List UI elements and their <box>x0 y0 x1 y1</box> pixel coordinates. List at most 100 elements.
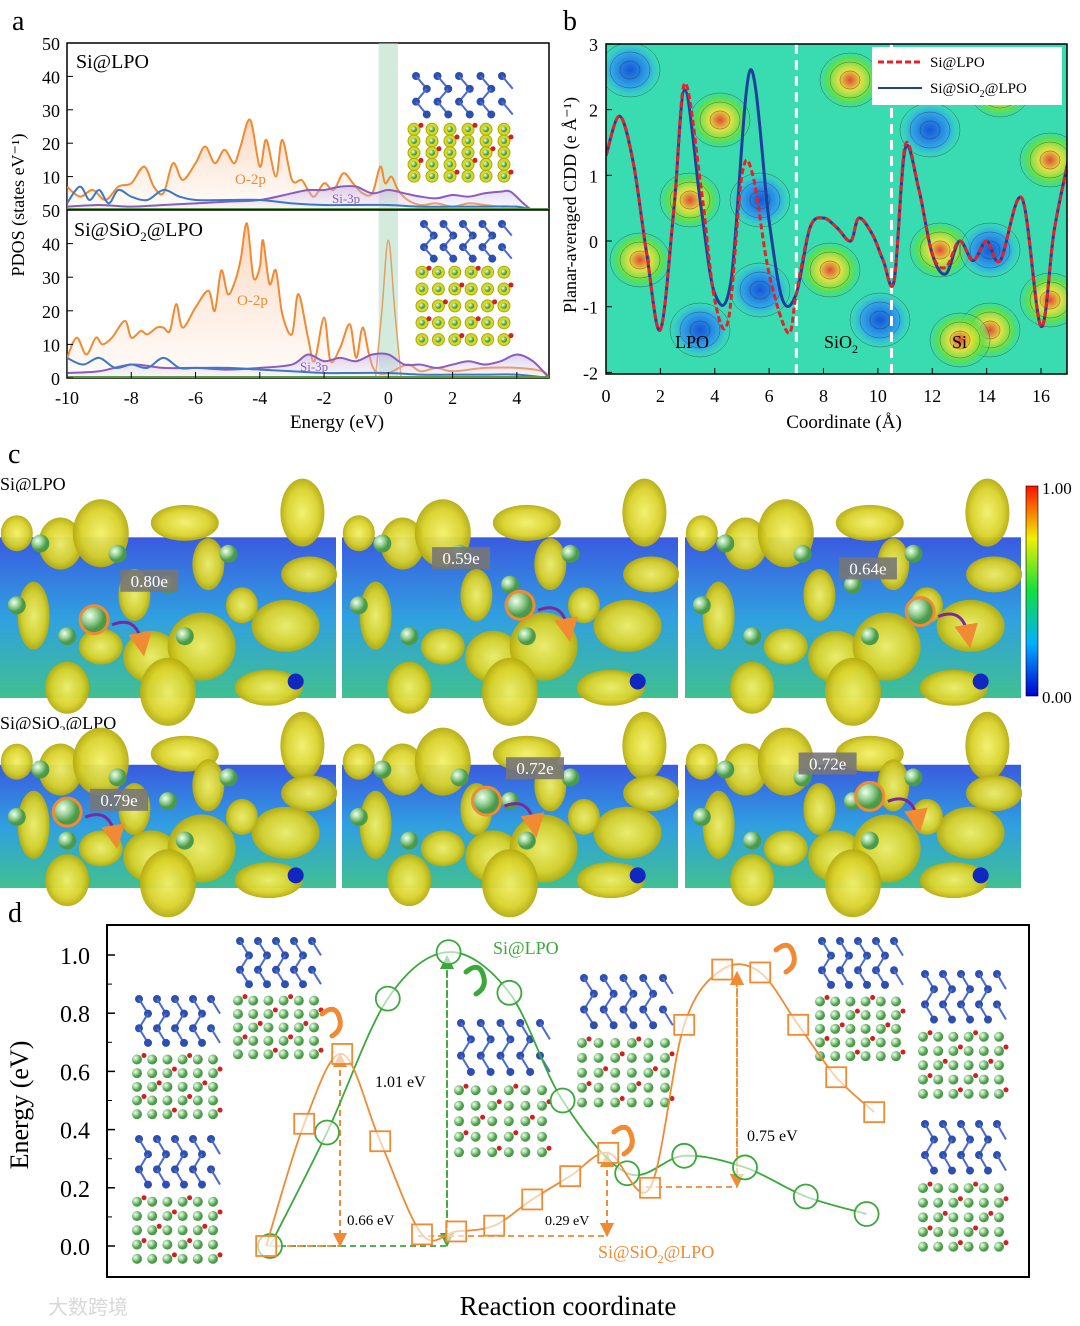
atom-red <box>619 1051 625 1057</box>
atom-red <box>288 994 294 1000</box>
atom-blue <box>589 1021 598 1030</box>
atom-red <box>418 157 424 163</box>
charge-accumulation <box>1018 270 1067 330</box>
atom-li <box>31 760 50 779</box>
x-tick-label: 16 <box>1032 386 1050 406</box>
atom-core <box>451 286 458 293</box>
panel-b-xlabel: Coordinate (Å) <box>786 412 902 433</box>
atom-core <box>435 269 442 276</box>
bond <box>311 940 322 956</box>
atom-li <box>743 831 762 850</box>
atom-green <box>978 1183 989 1194</box>
charge-isosurface <box>825 657 881 726</box>
atom-core <box>411 161 417 168</box>
series-label-si-sio2-lpo: Si@SiO2@LPO <box>598 1242 714 1266</box>
atom-green <box>593 1097 604 1108</box>
charge-isosurface <box>803 783 836 835</box>
atom-core <box>483 138 489 145</box>
atom-blue <box>881 980 889 989</box>
atom-green <box>933 1088 944 1099</box>
atom-red <box>141 1238 147 1244</box>
atom-green <box>660 1097 670 1108</box>
pdos-line-blue <box>67 185 549 210</box>
atom-green <box>933 1197 944 1208</box>
atom-green <box>208 1109 218 1120</box>
atom-green <box>162 1054 173 1065</box>
atom-green <box>454 1147 464 1158</box>
energy-point-square <box>331 1043 354 1065</box>
atom-core <box>429 126 435 133</box>
atom-core <box>484 286 491 293</box>
atom-core <box>465 161 471 168</box>
contour-line <box>929 312 991 368</box>
contour-line <box>1039 290 1061 310</box>
charge-isosurface <box>380 743 425 796</box>
contour-line <box>699 101 741 139</box>
atom-green <box>610 1067 621 1078</box>
charge-isosurface <box>38 517 83 570</box>
atom-green <box>132 1239 142 1250</box>
atom-green <box>520 1147 531 1158</box>
atom-red <box>217 1107 223 1113</box>
charge-transfer-label: 0.72e <box>809 755 846 774</box>
atom-green <box>132 1068 142 1079</box>
si3p-fill <box>67 353 549 378</box>
atom-green <box>162 1196 173 1207</box>
atom-green <box>208 1081 218 1092</box>
atom-core <box>411 126 417 133</box>
charge-isosurface <box>234 669 303 706</box>
charge-isosurface <box>593 599 662 652</box>
atom-green <box>192 1068 203 1079</box>
charge-isosurface <box>622 711 667 780</box>
charge-transfer-label: 0.80e <box>131 572 168 591</box>
legend-label-si-sio2-lpo: Si@SiO2@LPO <box>930 81 1027 100</box>
atom-blue <box>144 1180 152 1189</box>
atom-green <box>660 1052 670 1063</box>
charge-isosurface <box>380 517 425 570</box>
atom-green <box>132 1253 142 1264</box>
atom-green <box>132 1095 142 1106</box>
atom-blue <box>162 1038 170 1047</box>
atom-green <box>192 1095 203 1106</box>
y-tick-label: 0 <box>51 369 60 389</box>
charge-isosurface <box>280 478 325 547</box>
atom-red <box>669 1096 675 1102</box>
atom-green <box>233 995 243 1006</box>
x-tick-label: 2 <box>448 388 457 408</box>
atom-green <box>162 1239 173 1250</box>
atom-core <box>419 336 425 343</box>
atom-red <box>586 1081 592 1087</box>
atom-core <box>468 286 475 293</box>
bond <box>210 1138 221 1155</box>
atom-core <box>468 269 475 276</box>
atom-core <box>435 302 442 309</box>
atom-red <box>459 333 465 339</box>
atom-green <box>830 1037 841 1048</box>
atom-green <box>278 995 289 1006</box>
atom-core <box>447 138 453 145</box>
atom-red <box>187 1094 193 1099</box>
atom-red <box>490 146 496 152</box>
atom-red <box>288 1034 294 1040</box>
atom-red <box>927 1073 933 1079</box>
atom-red <box>187 1238 193 1244</box>
atom-li <box>400 831 419 850</box>
charge-label-bg <box>838 557 897 580</box>
charge-isosurface <box>192 759 225 812</box>
charge-isosurface <box>593 806 662 859</box>
atom-blue <box>466 1067 475 1076</box>
atom-green <box>918 1212 928 1223</box>
atom-green <box>860 1010 871 1021</box>
atom-red <box>957 1087 963 1093</box>
charge-isosurface <box>730 854 775 907</box>
contour-line <box>659 172 721 228</box>
atom-green <box>470 1085 481 1096</box>
atom-green <box>610 1082 621 1093</box>
atom-red <box>988 1210 994 1216</box>
atom-red <box>272 1007 278 1013</box>
atom-green <box>643 1082 654 1093</box>
atom-green <box>537 1100 547 1111</box>
charge-transfer-label: 0.72e <box>516 759 553 778</box>
atom-red <box>171 1209 177 1215</box>
atom-green <box>875 1023 886 1034</box>
